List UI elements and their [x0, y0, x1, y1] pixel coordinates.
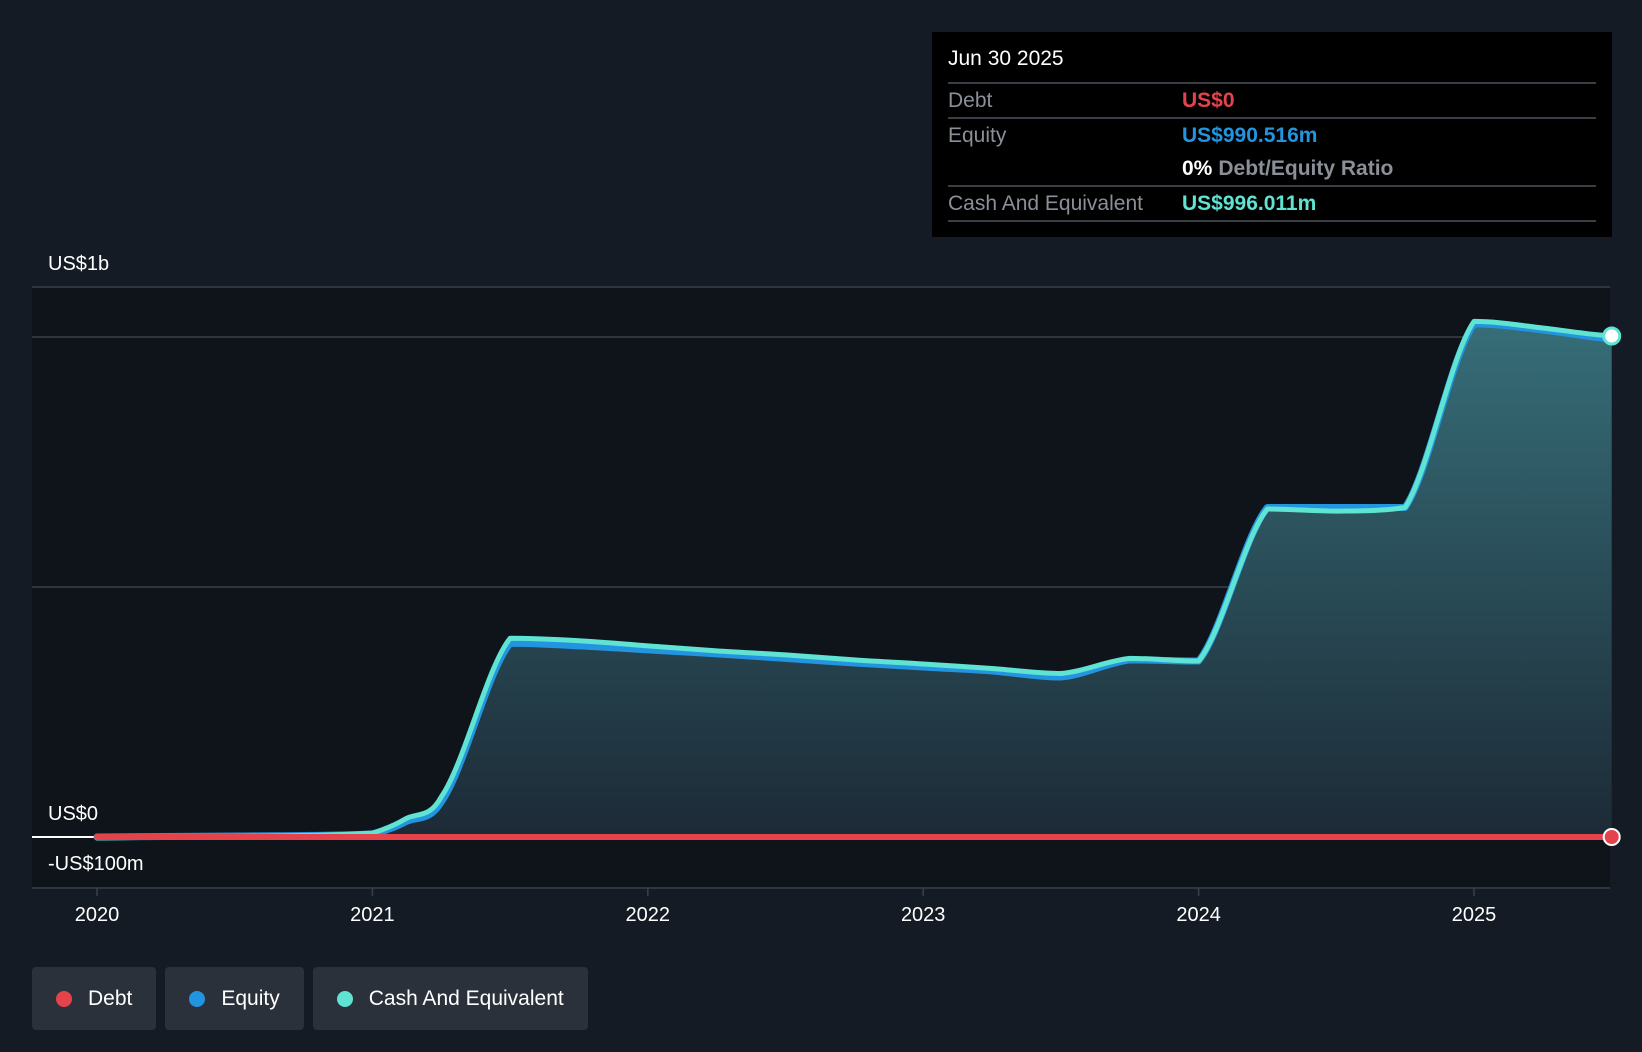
y-tick-label-2: -US$100m — [48, 853, 144, 875]
tooltip-debt-label: Debt — [948, 88, 993, 112]
tooltip-ratio-label: Debt/Equity Ratio — [1218, 156, 1394, 180]
end-markers — [1602, 326, 1622, 846]
tooltip-row-debt: Debt US$0 — [948, 84, 1596, 119]
tooltip-debt-value: US$0 — [1182, 88, 1235, 112]
x-tick-label-2022: 2022 — [626, 904, 671, 926]
legend-item-cash[interactable]: Cash And Equivalent — [312, 967, 588, 1030]
tooltip-cash-label: Cash And Equivalent — [948, 191, 1143, 215]
legend-dot-equity-icon — [189, 990, 206, 1007]
legend-label-cash: Cash And Equivalent — [368, 986, 564, 1010]
series-line-cash-and-equivalent — [94, 318, 1615, 841]
legend-label-debt: Debt — [88, 986, 133, 1010]
tooltip-date: Jun 30 2025 — [948, 44, 1596, 84]
area-layer — [97, 321, 1612, 838]
tooltip-ratio-value: 0% — [1182, 156, 1213, 180]
tooltip-cash-value: US$996.011m — [1182, 191, 1317, 215]
legend-dot-debt-icon — [56, 990, 72, 1007]
tooltip-equity-label: Equity — [948, 123, 1007, 147]
legend-dot-cash-icon — [336, 990, 353, 1007]
cash-area-fill — [97, 321, 1612, 838]
tooltip-row-cash: Cash And Equivalent US$996.011m — [948, 187, 1596, 222]
tooltip-row-equity: Equity US$990.516m — [948, 119, 1596, 152]
x-tick-label-2025: 2025 — [1452, 904, 1497, 926]
legend-item-debt[interactable]: Debt — [32, 967, 157, 1030]
x-tick-label-2021: 2021 — [350, 904, 395, 926]
series-lines — [93, 318, 1616, 841]
x-axis-labels: 2020 2021 2022 2023 2024 2025 — [75, 888, 1497, 926]
tooltip-row-ratio: 0% Debt/Equity Ratio — [948, 152, 1596, 187]
tooltip-panel: Jun 30 2025 Debt US$0 Equity US$990.516m… — [932, 32, 1612, 237]
x-tick-label-2024: 2024 — [1176, 904, 1221, 926]
cash-end-marker — [1602, 326, 1622, 346]
debt-end-marker — [1602, 828, 1621, 846]
y-tick-label-1: US$0 — [48, 803, 98, 825]
x-tick-label-2023: 2023 — [901, 904, 946, 926]
legend-label-equity: Equity — [221, 986, 280, 1010]
tooltip-equity-value: US$990.516m — [1182, 123, 1318, 147]
x-tick-label-2020: 2020 — [75, 904, 120, 926]
legend-item-equity[interactable]: Equity — [165, 967, 304, 1030]
y-tick-label-0: US$1b — [48, 253, 109, 275]
chart-legend: Debt Equity Cash And Equivalent — [32, 967, 588, 1030]
y-axis-labels: US$1b US$0 -US$100m — [48, 253, 144, 875]
